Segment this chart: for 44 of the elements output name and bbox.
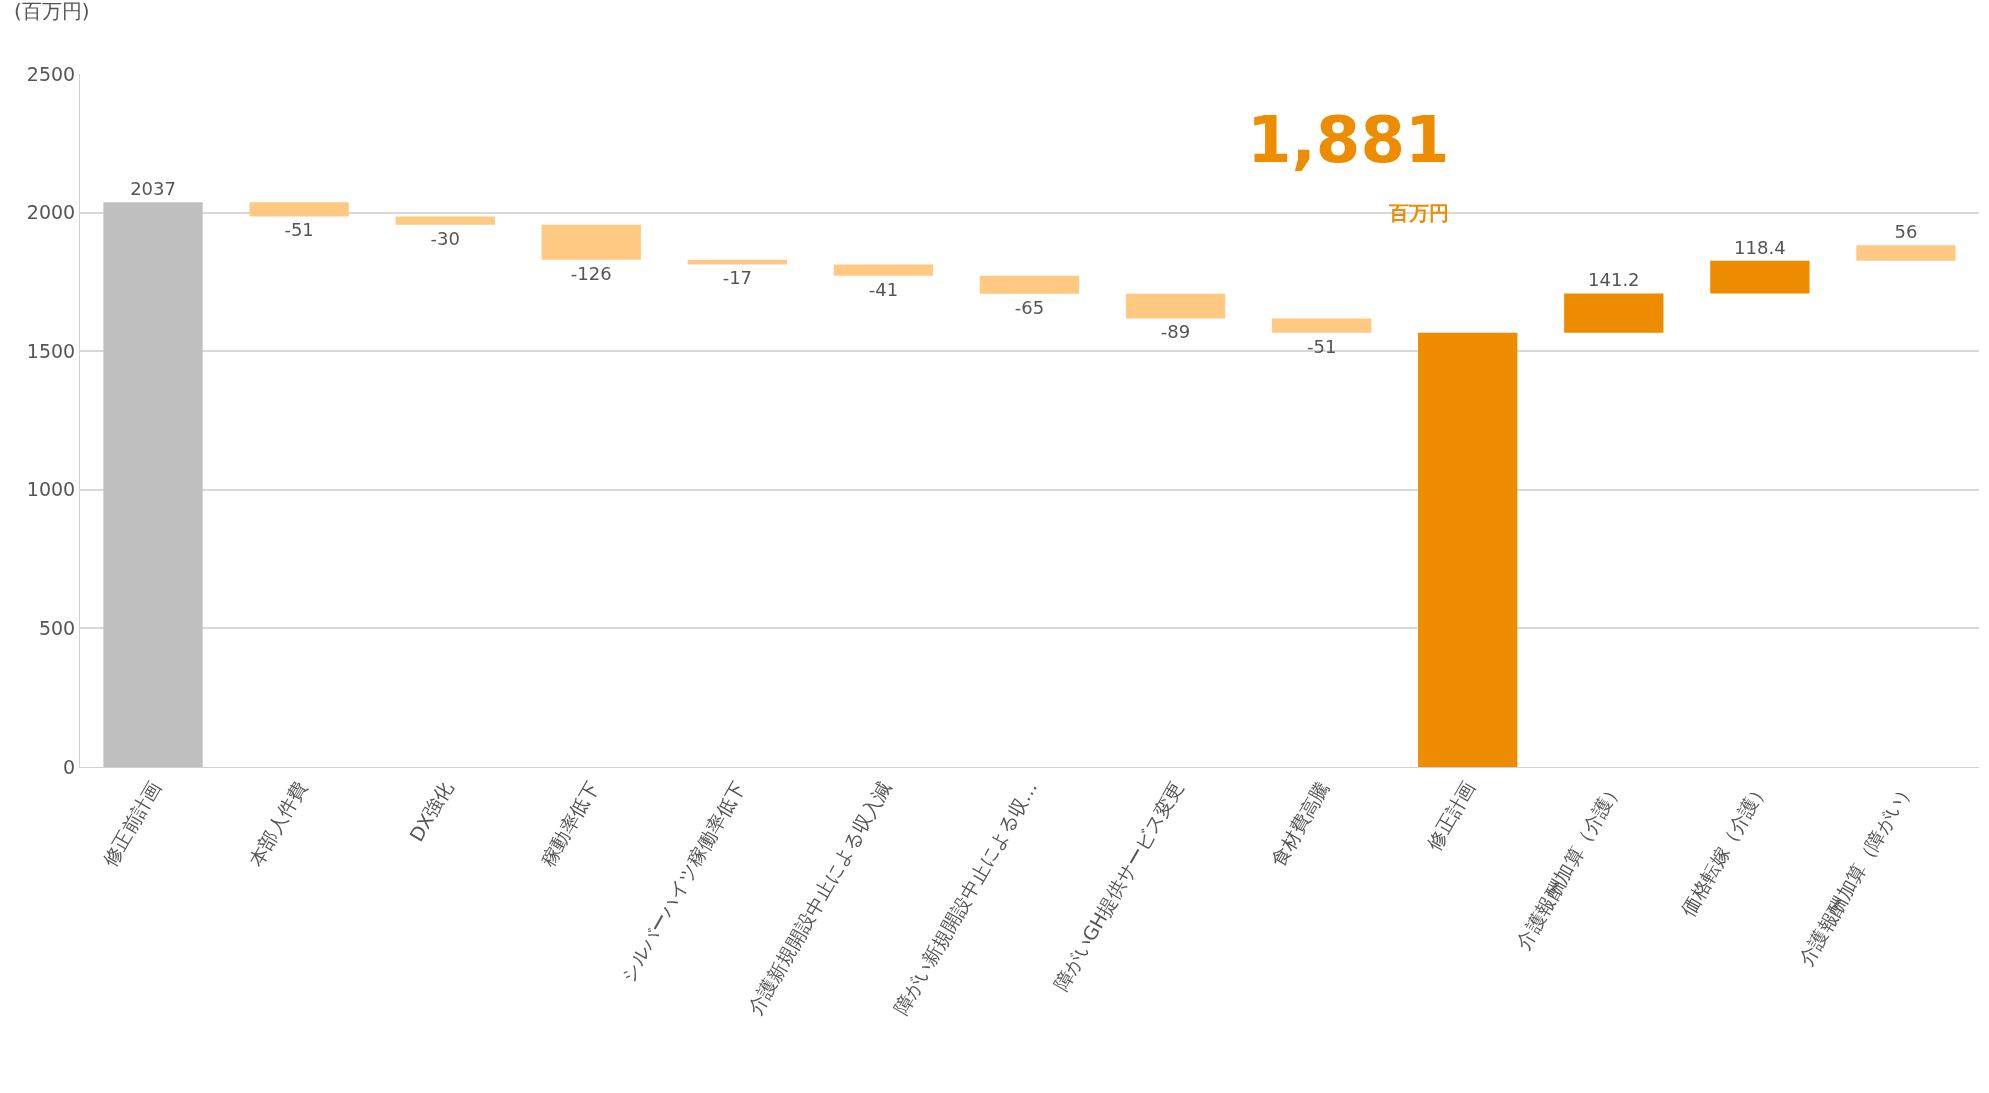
x-tick-label: 障がいGH提供サービス変更 <box>1049 777 1188 995</box>
x-tick-label: 本部人件費 <box>244 777 311 871</box>
data-label: -51 <box>284 219 314 241</box>
x-tick-label: 価格転嫁（介護） <box>1676 777 1772 920</box>
y-tick-label: 1000 <box>26 478 76 501</box>
x-tick-label: 介護報酬加算（障がい） <box>1794 777 1918 970</box>
bar <box>395 216 495 225</box>
data-label: -30 <box>430 227 460 249</box>
x-tick-label: 稼動率低下 <box>536 777 603 871</box>
y-tick-label: 0 <box>63 755 76 778</box>
bar <box>541 224 641 260</box>
x-tick-label: 介護報酬加算（介護） <box>1511 777 1626 953</box>
data-label: -65 <box>1014 296 1045 318</box>
annotation: 百万円 <box>1388 201 1449 225</box>
y-tick-label: 2000 <box>26 201 76 224</box>
x-tick-label: DX強化 <box>405 777 457 845</box>
bar <box>1418 332 1518 767</box>
x-tick-label: シルバーハイツ稼働率低下 <box>615 777 750 986</box>
bar <box>979 275 1080 294</box>
data-label: 2037 <box>130 178 176 200</box>
bar <box>103 202 203 767</box>
bar <box>1271 318 1372 333</box>
y-tick-label: 500 <box>38 617 76 640</box>
data-label: 118.4 <box>1734 236 1786 258</box>
bar <box>833 264 934 276</box>
data-label: 56 <box>1894 221 1918 243</box>
data-label: -41 <box>868 278 899 300</box>
x-tick-label: 食材費高騰 <box>1266 777 1334 871</box>
bar <box>1564 293 1664 333</box>
data-label: 141.2 <box>1588 269 1640 291</box>
bar <box>1710 260 1810 294</box>
data-label: -89 <box>1160 321 1191 343</box>
bar <box>1125 293 1226 319</box>
data-label: -51 <box>1306 335 1337 357</box>
bar <box>1856 245 1956 261</box>
y-tick-label: 1500 <box>26 339 76 362</box>
x-tick-label: 修正前計画 <box>98 777 165 871</box>
x-tick-label: 修正計画 <box>1422 777 1480 854</box>
data-label: -17 <box>722 267 753 289</box>
y-axis-title: (百万円) <box>14 0 90 23</box>
y-tick-label: 2500 <box>26 62 76 85</box>
data-label: -126 <box>570 262 612 284</box>
annotation: 1,881 <box>1247 103 1450 177</box>
bar <box>249 202 349 217</box>
